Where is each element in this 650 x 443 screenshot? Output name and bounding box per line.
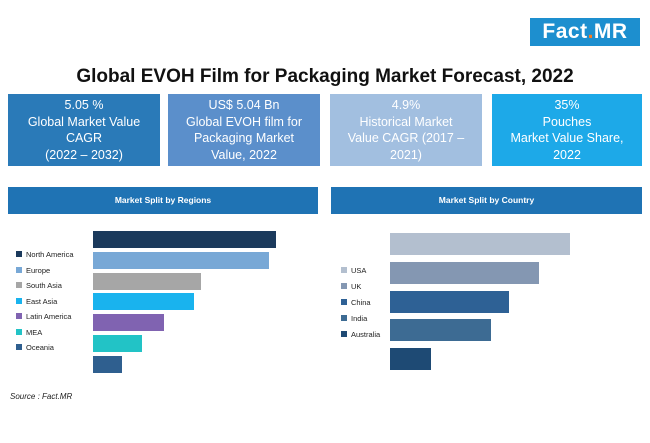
kpi-box-market-value: US$ 5.04 Bn Global EVOH film for Packagi… [168, 94, 320, 166]
kpi-line: 5.05 % [64, 98, 104, 112]
kpi-line: Global Market Value [27, 114, 141, 129]
legend-swatch [16, 266, 22, 273]
kpi-box-historical-cagr: 4.9% Historical Market Value CAGR (2017 … [330, 94, 482, 166]
legend-label: UK [351, 282, 362, 291]
factmr-logo: Fact.MR [530, 18, 640, 46]
country-bar-usa [390, 233, 570, 255]
legend-label: Australia [351, 330, 381, 339]
legend-swatch [341, 267, 347, 274]
legend-swatch [341, 299, 347, 306]
legend-label: Oceania [26, 343, 54, 352]
legend-item: Europe [16, 265, 50, 277]
kpi-line: (2022 – 2032) [45, 147, 123, 162]
legend-swatch [341, 331, 347, 338]
legend-swatch [16, 313, 22, 320]
legend-item: India [341, 313, 367, 325]
logo-dot: . [587, 20, 594, 43]
legend-swatch [16, 328, 22, 335]
legend-label: USA [351, 266, 367, 275]
region-bar-north-america [93, 231, 276, 248]
legend-item: Latin America [16, 311, 71, 323]
kpi-line: Packaging Market [193, 131, 295, 145]
kpi-line: Value CAGR (2017 – [347, 131, 465, 145]
page-title: Global EVOH Film for Packaging Market Fo… [76, 66, 574, 87]
logo-part1: Fact [542, 20, 588, 43]
legend-item: China [341, 297, 371, 309]
country-bar-uk [390, 261, 540, 284]
kpi-line: Global EVOH film for [185, 114, 302, 129]
country-chart-title: Market Split by Country [331, 187, 642, 214]
region-bar-europe [93, 251, 269, 269]
legend-item: MEA [16, 327, 42, 339]
legend-item: Australia [341, 329, 380, 341]
legend-item: USA [341, 265, 366, 277]
legend-swatch [341, 315, 347, 322]
legend-label: Europe [26, 265, 51, 275]
kpi-line: US$ 5.04 Bn [208, 98, 280, 112]
legend-item: North America [16, 249, 74, 261]
kpi-line: 35% [554, 98, 580, 112]
kpi-line: 2022 [553, 147, 581, 162]
legend-item: UK [341, 281, 361, 293]
legend-label: MEA [26, 327, 43, 337]
region-bar-east-asia [93, 293, 194, 311]
kpi-line: CAGR [65, 131, 103, 145]
logo-part2: MR [593, 20, 628, 43]
legend-swatch [16, 344, 22, 351]
legend-swatch [16, 251, 22, 258]
kpi-line: Market Value Share, [510, 131, 624, 145]
source-note: Source : Fact.MR [10, 392, 73, 401]
kpi-box-cagr: 5.05 % Global Market Value CAGR (2022 – … [8, 94, 160, 166]
legend-item: Oceania [16, 342, 54, 354]
legend-swatch [16, 297, 22, 304]
legend-swatch [16, 282, 22, 289]
legend-label: China [351, 298, 371, 307]
legend-label: India [351, 314, 368, 323]
country-bar-australia [390, 348, 432, 371]
legend-label: North America [26, 250, 74, 259]
region-bar-latin-america [93, 314, 165, 332]
kpi-box-pouches-share: 35% Pouches Market Value Share, 2022 [492, 94, 642, 166]
regions-chart-title: Market Split by Regions [8, 187, 318, 214]
kpi-line: 2021) [390, 147, 422, 162]
kpi-line: 4.9% [391, 98, 421, 112]
country-bar-india [390, 319, 491, 342]
legend-swatch [341, 283, 347, 290]
legend-label: Latin America [26, 312, 72, 321]
legend-item: South Asia [16, 280, 62, 292]
kpi-line: Pouches [542, 114, 592, 129]
region-bar-south-asia [93, 272, 201, 290]
region-bar-oceania [93, 355, 123, 373]
kpi-line: Value, 2022 [211, 147, 277, 162]
legend-label: South Asia [26, 281, 62, 290]
legend-item: East Asia [16, 296, 57, 308]
region-bar-mea [93, 335, 143, 352]
kpi-line: Historical Market [359, 114, 453, 129]
country-bar-china [390, 290, 509, 313]
legend-label: East Asia [26, 296, 58, 306]
